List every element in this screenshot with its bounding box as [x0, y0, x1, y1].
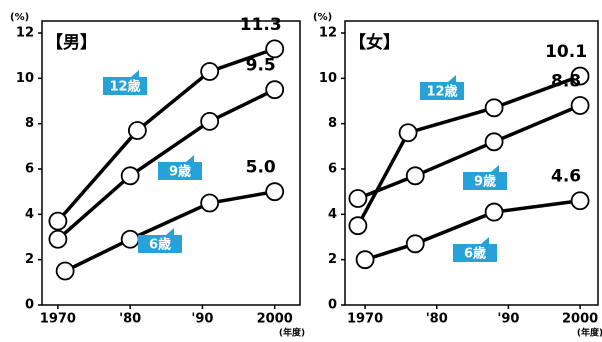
data-point [120, 166, 140, 186]
plot-frame [41, 20, 301, 306]
data-point [570, 96, 590, 115]
data-point [484, 132, 504, 152]
data-point [484, 98, 504, 118]
value-label: 8.8 [551, 72, 581, 92]
y-tick-label: 4 [328, 207, 337, 222]
data-point [570, 191, 590, 211]
data-point [55, 261, 75, 281]
x-tick-label: 1970 [40, 312, 76, 327]
series-tag-pointer [166, 228, 174, 235]
x-unit: (年度) [577, 327, 602, 339]
data-point [265, 182, 285, 202]
data-point [265, 80, 285, 100]
series-tag-pointer [481, 237, 489, 244]
value-label: 10.1 [545, 42, 587, 62]
x-tick-label: 1970 [347, 312, 383, 327]
data-point [484, 202, 504, 222]
y-unit: (%) [313, 12, 332, 23]
series-tag [420, 82, 464, 100]
y-tick-label: 6 [25, 162, 34, 177]
data-point [348, 189, 368, 208]
x-tick-label: '90 [191, 312, 213, 327]
data-point [405, 166, 425, 186]
series-tag-pointer [131, 70, 139, 77]
series-line [356, 74, 581, 227]
x-tick-label: '80 [426, 312, 448, 327]
plot-frame [344, 20, 599, 306]
y-tick-label: 10 [319, 71, 337, 86]
data-point [570, 66, 590, 86]
series-tag [158, 162, 202, 180]
series-line [64, 189, 276, 273]
data-point [200, 193, 220, 213]
data-point [48, 211, 68, 231]
series-tag [103, 77, 147, 95]
series-name: 9歳 [474, 174, 496, 190]
y-tick-label: 2 [328, 252, 337, 267]
series-tag [463, 172, 507, 190]
x-tick-label: '90 [497, 312, 519, 327]
chart-title: 【女】 [349, 32, 400, 53]
series-name: 6歳 [464, 246, 486, 262]
data-point [348, 216, 368, 236]
data-point [405, 234, 425, 254]
series-name: 12歳 [426, 84, 457, 100]
x-tick-label: 2000 [257, 312, 293, 327]
series-name: 6歳 [149, 237, 171, 253]
y-tick-label: 8 [25, 116, 34, 131]
y-tick-label: 0 [25, 298, 34, 313]
data-point [48, 229, 68, 249]
series-tag-pointer [448, 75, 456, 82]
y-unit: (%) [10, 12, 29, 23]
data-point [355, 250, 375, 270]
y-tick-label: 12 [319, 26, 337, 41]
series-name: 12歳 [109, 79, 140, 95]
y-tick-label: 2 [25, 252, 34, 267]
x-tick-label: 2000 [562, 312, 598, 327]
y-tick-label: 4 [25, 207, 34, 222]
y-tick-label: 10 [16, 71, 34, 86]
y-tick-label: 8 [328, 116, 337, 131]
data-point [200, 112, 220, 131]
series-tag [453, 244, 497, 262]
value-label: 11.3 [240, 15, 282, 35]
x-unit: (年度) [279, 327, 305, 339]
chart-title: 【男】 [46, 32, 97, 53]
series-tag-pointer [491, 165, 499, 172]
y-tick-label: 6 [328, 162, 337, 177]
x-tick-label: '80 [119, 312, 141, 327]
y-tick-label: 12 [16, 26, 34, 41]
data-point [200, 62, 220, 81]
data-point [265, 39, 285, 59]
series-tag-pointer [186, 155, 194, 162]
data-point [127, 121, 147, 140]
series-line [56, 47, 276, 223]
value-label: 4.6 [551, 167, 581, 187]
y-tick-label: 0 [328, 298, 337, 313]
value-label: 5.0 [246, 158, 276, 178]
value-label: 9.5 [246, 56, 276, 76]
series-name: 9歳 [169, 164, 191, 180]
series-line [364, 198, 581, 262]
series-tag [138, 235, 182, 253]
data-point [120, 229, 140, 249]
data-point [398, 123, 418, 143]
series-line [56, 88, 276, 241]
series-line [357, 103, 581, 201]
